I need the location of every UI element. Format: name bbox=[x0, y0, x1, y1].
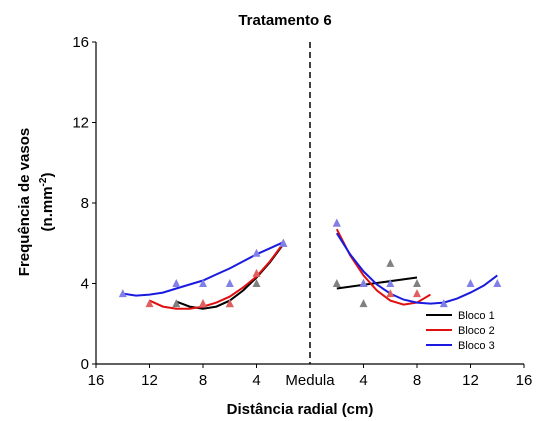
data-point bbox=[172, 299, 181, 308]
x-tick-label: 8 bbox=[413, 372, 421, 389]
fit-line-left bbox=[149, 242, 285, 310]
legend-label: Bloco 3 bbox=[458, 340, 495, 352]
fit-line-right bbox=[335, 232, 498, 305]
data-point bbox=[199, 279, 207, 287]
data-point bbox=[386, 258, 395, 267]
x-tick-label: 12 bbox=[141, 372, 158, 389]
y-tick-label: 4 bbox=[81, 276, 89, 293]
y-axis-label-line1: Frequência de vasos bbox=[16, 128, 33, 276]
data-point bbox=[386, 289, 395, 298]
fit-line-left bbox=[175, 243, 285, 310]
x-tick-label: 4 bbox=[359, 372, 367, 389]
y-tick-label: 16 bbox=[72, 34, 89, 51]
data-point bbox=[493, 279, 502, 287]
y-axis-label-exponent: -2 bbox=[38, 177, 49, 186]
legend-label: Bloco 1 bbox=[458, 310, 495, 322]
data-point bbox=[172, 279, 181, 287]
data-point bbox=[252, 248, 261, 257]
data-point bbox=[386, 279, 395, 287]
data-point bbox=[332, 218, 341, 227]
chart-title: Tratamento 6 bbox=[238, 12, 331, 29]
data-point bbox=[413, 279, 421, 287]
x-tick-label: 4 bbox=[252, 372, 260, 389]
x-axis-label: Distância radial (cm) bbox=[227, 401, 374, 418]
x-tick-label-medula: Medula bbox=[285, 372, 335, 389]
data-point bbox=[225, 279, 234, 287]
data-point bbox=[279, 238, 288, 247]
data-point bbox=[359, 299, 368, 308]
y-axis-label-close: ) bbox=[39, 173, 56, 178]
fit-line-right bbox=[336, 276, 418, 290]
data-point bbox=[225, 299, 234, 308]
data-point bbox=[199, 299, 207, 308]
y-tick-label: 0 bbox=[81, 356, 89, 373]
x-tick-label: 12 bbox=[462, 372, 479, 389]
data-point bbox=[413, 289, 421, 298]
data-point bbox=[118, 289, 127, 298]
data-point bbox=[439, 299, 448, 308]
data-point bbox=[145, 299, 154, 308]
y-tick-label: 12 bbox=[72, 115, 89, 132]
legend-label: Bloco 2 bbox=[458, 325, 495, 337]
x-tick-label: 16 bbox=[516, 372, 533, 389]
y-tick-label: 8 bbox=[81, 195, 89, 212]
data-point bbox=[466, 279, 475, 287]
x-tick-label: 16 bbox=[88, 372, 105, 389]
y-axis-label-unit: (n.mm bbox=[39, 186, 56, 231]
data-point bbox=[359, 279, 368, 287]
data-point bbox=[252, 279, 261, 287]
fit-line-left bbox=[122, 241, 284, 297]
data-point bbox=[332, 279, 341, 287]
axes: 0 4 8 12 16 16 12 8 4 4 8 12 16 Medula bbox=[72, 34, 532, 389]
y-axis-label-line2: (n.mm-2) bbox=[38, 173, 56, 232]
legend: Bloco 1 Bloco 2 Bloco 3 bbox=[426, 310, 495, 352]
data-points bbox=[118, 218, 502, 308]
x-tick-label: 8 bbox=[199, 372, 207, 389]
data-point bbox=[252, 268, 261, 277]
